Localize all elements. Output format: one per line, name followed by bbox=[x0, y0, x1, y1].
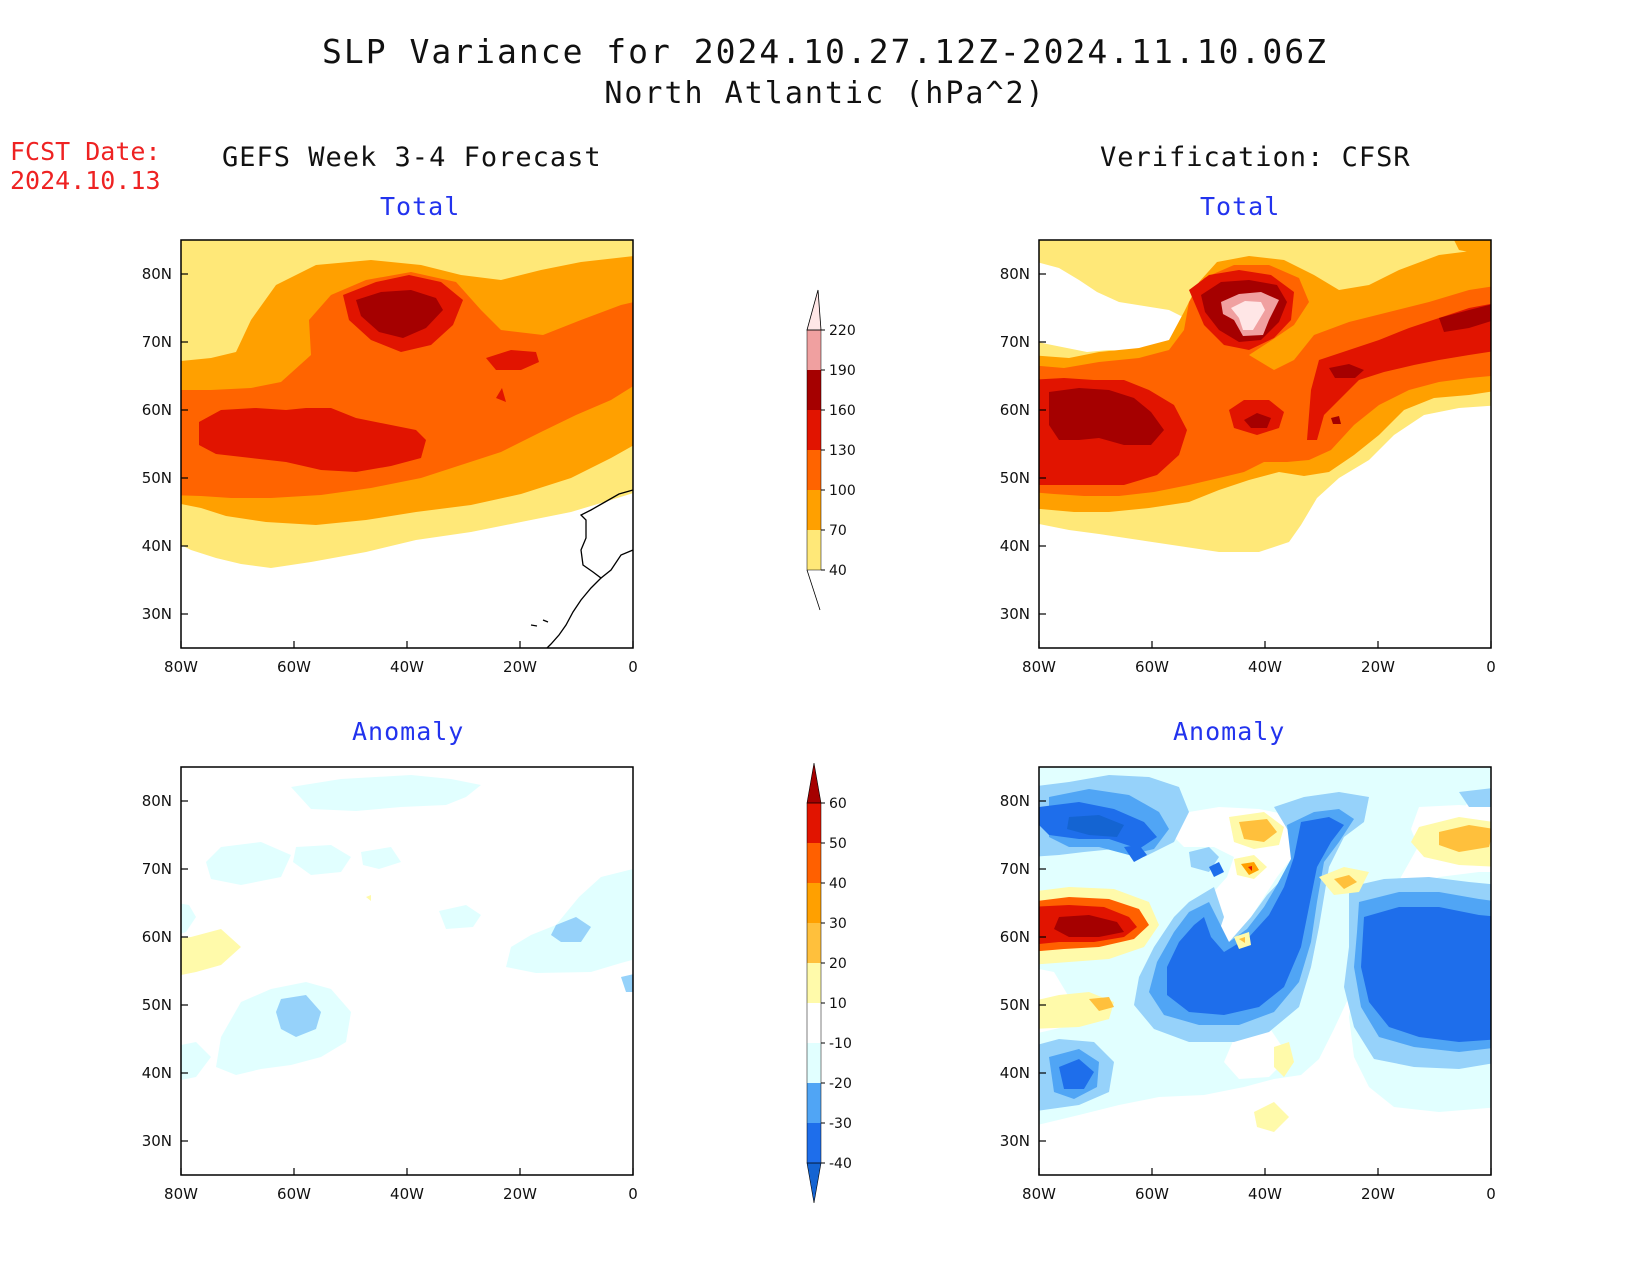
lat-tick-label: 80N bbox=[1000, 792, 1030, 810]
lat-tick-label: 30N bbox=[1000, 605, 1030, 623]
total-colorbar-label: 190 bbox=[829, 363, 856, 379]
anomaly-colorbar-swatch bbox=[807, 1003, 821, 1043]
lon-tick-label: 20W bbox=[1361, 658, 1395, 676]
lon-tick-label: 40W bbox=[1248, 658, 1282, 676]
total-colorbar-upper-arrow bbox=[806, 289, 822, 331]
anomaly-colorbar-label: 10 bbox=[829, 996, 847, 1012]
lon-tick-label: 0 bbox=[1486, 658, 1496, 676]
lon-tick-label: 60W bbox=[1135, 1185, 1169, 1203]
lon-tick-label: 80W bbox=[164, 658, 198, 676]
lat-tick-label: 50N bbox=[1000, 996, 1030, 1014]
lon-tick-label: 20W bbox=[1361, 1185, 1395, 1203]
anomaly-colorbar-upper-arrow bbox=[806, 762, 822, 804]
anomaly-colorbar-swatch bbox=[807, 843, 821, 883]
lat-tick-label: 30N bbox=[1000, 1132, 1030, 1150]
main-title: SLP Variance for 2024.10.27.12Z-2024.11.… bbox=[322, 32, 1328, 71]
lat-tick-label: 70N bbox=[1000, 333, 1030, 351]
anomaly-colorbar-label: -20 bbox=[829, 1076, 852, 1092]
main-subtitle: North Atlantic (hPa^2) bbox=[604, 76, 1046, 111]
lon-tick-label: 80W bbox=[1022, 658, 1056, 676]
lon-tick-label: 0 bbox=[628, 658, 638, 676]
total-colorbar-label: 40 bbox=[829, 563, 847, 579]
total-colorbar: 40 70 100 130 160 190 220 bbox=[806, 289, 856, 611]
total-colorbar-swatch bbox=[807, 450, 821, 490]
anomaly-colorbar-label: 30 bbox=[829, 916, 847, 932]
lon-tick-label: 40W bbox=[1248, 1185, 1282, 1203]
anomaly-colorbar-label: 40 bbox=[829, 876, 847, 892]
gefs-anomaly-subtitle: Anomaly bbox=[352, 717, 465, 746]
total-colorbar-label: 160 bbox=[829, 403, 856, 419]
gefs-column-title: GEFS Week 3-4 Forecast bbox=[222, 142, 602, 173]
gefs-total-map bbox=[181, 240, 633, 648]
lon-tick-label: 40W bbox=[390, 658, 424, 676]
gefs-anomaly-map bbox=[181, 767, 633, 1175]
lat-tick-label: 40N bbox=[1000, 537, 1030, 555]
total-colorbar-swatch bbox=[807, 410, 821, 450]
anomaly-colorbar-lower-arrow bbox=[806, 1162, 822, 1204]
anomaly-colorbar-swatch bbox=[807, 1123, 821, 1163]
total-colorbar-label: 220 bbox=[829, 323, 856, 339]
lat-tick-label: 80N bbox=[1000, 265, 1030, 283]
anomaly-colorbar-label: 20 bbox=[829, 956, 847, 972]
lat-tick-label: 40N bbox=[1000, 1064, 1030, 1082]
lat-tick-label: 30N bbox=[142, 1132, 172, 1150]
anomaly-colorbar-swatch bbox=[807, 1043, 821, 1083]
total-colorbar-swatch bbox=[807, 330, 821, 370]
total-colorbar-swatch bbox=[807, 530, 821, 570]
total-colorbar-label: 130 bbox=[829, 443, 856, 459]
lat-tick-label: 40N bbox=[142, 537, 172, 555]
cfsr-total-map bbox=[1039, 240, 1491, 648]
total-colorbar-label: 100 bbox=[829, 483, 856, 499]
lon-tick-label: 80W bbox=[1022, 1185, 1056, 1203]
anomaly-colorbar-outline bbox=[806, 802, 822, 1164]
lon-tick-label: 0 bbox=[1486, 1185, 1496, 1203]
lat-tick-label: 70N bbox=[142, 333, 172, 351]
lat-tick-label: 70N bbox=[142, 860, 172, 878]
anomaly-colorbar-label: -40 bbox=[829, 1156, 852, 1172]
lat-tick-label: 60N bbox=[1000, 401, 1030, 419]
lon-tick-label: 60W bbox=[277, 658, 311, 676]
anomaly-colorbar-swatch bbox=[807, 923, 821, 963]
gefs-total-subtitle: Total bbox=[380, 192, 461, 221]
anomaly-colorbar-label: -30 bbox=[829, 1116, 852, 1132]
anomaly-colorbar-swatch bbox=[807, 1083, 821, 1123]
lat-tick-label: 40N bbox=[142, 1064, 172, 1082]
lon-tick-label: 80W bbox=[164, 1185, 198, 1203]
total-colorbar-lower-arrow bbox=[806, 569, 821, 611]
cfsr-anomaly-subtitle: Anomaly bbox=[1173, 717, 1286, 746]
fcst-date-label: FCST Date: bbox=[10, 137, 161, 166]
lat-tick-label: 60N bbox=[142, 401, 172, 419]
total-colorbar-swatch bbox=[807, 490, 821, 530]
lon-tick-label: 20W bbox=[503, 1185, 537, 1203]
lon-tick-label: 40W bbox=[390, 1185, 424, 1203]
lat-tick-label: 70N bbox=[1000, 860, 1030, 878]
total-colorbar-swatch bbox=[807, 370, 821, 410]
cfsr-column-title: Verification: CFSR bbox=[1100, 142, 1411, 173]
anomaly-colorbar-label: 60 bbox=[829, 796, 847, 812]
lon-tick-label: 20W bbox=[503, 658, 537, 676]
lat-tick-label: 60N bbox=[1000, 928, 1030, 946]
anomaly-colorbar-swatch bbox=[807, 963, 821, 1003]
lon-tick-label: 60W bbox=[277, 1185, 311, 1203]
lon-tick-label: 60W bbox=[1135, 658, 1169, 676]
lat-tick-label: 50N bbox=[1000, 469, 1030, 487]
cfsr-anomaly-map bbox=[1039, 767, 1491, 1175]
lat-tick-label: 60N bbox=[142, 928, 172, 946]
total-colorbar-label: 70 bbox=[829, 523, 847, 539]
lat-tick-label: 30N bbox=[142, 605, 172, 623]
fcst-date-value: 2024.10.13 bbox=[10, 166, 161, 195]
anomaly-colorbar-label: 50 bbox=[829, 836, 847, 852]
anomaly-colorbar-swatch bbox=[807, 803, 821, 843]
anomaly-colorbar: -40 -30 -20 -10 10 20 30 40 50 60 bbox=[806, 762, 852, 1204]
lon-tick-label: 0 bbox=[628, 1185, 638, 1203]
lat-tick-label: 50N bbox=[142, 996, 172, 1014]
lat-tick-label: 80N bbox=[142, 792, 172, 810]
anomaly-colorbar-swatch bbox=[807, 883, 821, 923]
lat-tick-label: 50N bbox=[142, 469, 172, 487]
lat-tick-label: 80N bbox=[142, 265, 172, 283]
cfsr-total-subtitle: Total bbox=[1200, 192, 1281, 221]
anomaly-colorbar-label: -10 bbox=[829, 1036, 852, 1052]
